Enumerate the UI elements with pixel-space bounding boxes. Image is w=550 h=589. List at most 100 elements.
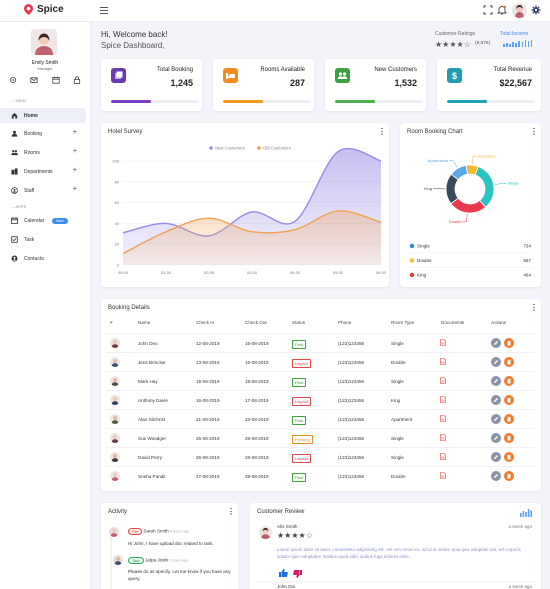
edit-button[interactable] [491,357,501,367]
edit-button[interactable] [491,414,501,424]
fullscreen-icon[interactable] [483,5,493,15]
phone-number: (123)123456 [338,436,365,441]
activity-author[interactable]: Jalpa Joshi [145,557,169,563]
profile-photo [31,29,57,55]
trash-icon [507,416,511,422]
delete-button[interactable] [504,395,514,405]
trash-icon [507,454,511,460]
thumbs-up-icon[interactable] [279,569,288,577]
lock-icon[interactable] [73,76,81,84]
rooms-icon [11,150,18,156]
sidebar-item-home[interactable]: Home [0,108,86,123]
income-sparkline [503,40,533,47]
expand-plus-icon[interactable]: + [72,186,77,193]
delete-button[interactable] [504,414,514,424]
home-icon [11,112,18,119]
sidebar-item-label: Departments [24,168,53,175]
settings-gear-icon[interactable] [531,5,541,15]
expand-plus-icon[interactable]: + [72,167,77,174]
pdf-document-icon[interactable] [440,358,446,365]
guest-name: Anthony Davie [138,398,168,403]
guest-avatar [110,338,120,348]
delete-button[interactable] [504,452,514,462]
more-options-icon[interactable] [227,507,235,517]
room-type: Single [391,379,404,384]
guest-avatar [110,471,120,481]
sidebar-item-contacts[interactable]: Contacts [0,251,86,266]
edit-button[interactable] [491,433,501,443]
pdf-document-icon[interactable] [440,415,446,422]
settings-icon[interactable] [9,76,17,84]
table-row: David Perry 26-08-2019 28-08-2019 Unpaid… [106,447,534,466]
column-header: Room Type [391,320,415,325]
pdf-document-icon[interactable] [440,377,446,384]
sidebar-item-booking[interactable]: Booking + [0,126,86,141]
stat-value: 287 [289,78,305,88]
stat-label: Total Booking [156,67,193,73]
pdf-document-icon[interactable] [440,453,446,460]
ratings-count: (9,876) [475,41,491,46]
section-label-apps: -- APPS [11,205,27,209]
sidebar: Emily Smith Manager -- MAIN Home Booking… [0,22,90,589]
x-tick-label: 06:30 [376,270,387,275]
more-options-icon[interactable] [530,127,538,137]
status-badge: Unpaid [292,359,311,368]
slice-leader-line [449,160,458,168]
delete-button[interactable] [504,471,514,481]
edit-button[interactable] [491,376,501,386]
review-stars: ★★★★☆ [277,531,313,540]
status-badge: Paid [292,416,307,425]
trash-icon [507,435,511,441]
x-tick-label: 01:30 [161,270,172,275]
expand-plus-icon[interactable]: + [72,129,77,136]
sidebar-item-calendar[interactable]: Calendar New [0,213,86,228]
app-logo[interactable]: Spice [24,4,64,15]
legend-marker [409,258,415,263]
more-options-icon[interactable] [530,303,538,313]
phone-number: (123)123456 [338,341,365,346]
more-options-icon[interactable] [378,127,386,137]
activity-time: 5 hours ago [169,558,189,563]
delete-button[interactable] [504,376,514,386]
pdf-document-icon[interactable] [440,396,446,403]
edit-button[interactable] [491,452,501,462]
rating-stars: ★★★★☆ [435,40,471,49]
thumbs-down-icon[interactable] [293,570,302,578]
hotel-survey-chart: 0 20 40 60 80 100 00:00 01:30 02:30 03:30 04:30 05:… [112,146,387,276]
calendar-small-icon[interactable] [52,76,60,84]
pdf-document-icon[interactable] [440,434,446,441]
delete-button[interactable] [504,433,514,443]
user-avatar[interactable] [512,3,527,18]
file-tag: File [128,528,143,535]
sidebar-item-staff[interactable]: Staff + [0,183,86,198]
reviewer-name: Alis Smith [277,524,298,529]
hamburger-menu-icon[interactable] [100,7,108,14]
sidebar-item-rooms[interactable]: Rooms + [0,145,86,160]
room-type: Double [391,474,406,479]
sidebar-item-departments[interactable]: Departments + [0,164,86,179]
delete-button[interactable] [504,357,514,367]
activity-message: Hi John, I have upload doc related to ta… [128,541,214,546]
pdf-document-icon[interactable] [440,339,446,346]
legend-label: King [417,273,427,278]
sidebar-item-task[interactable]: Task [0,232,86,247]
guest-avatar [110,395,120,405]
sidebar-item-label: Staff [24,187,35,194]
notification-bell-icon[interactable] [497,5,507,15]
mail-icon[interactable] [30,76,38,84]
phone-number: (123)123456 [338,474,365,479]
stat-label: Total Revenue [493,67,532,73]
activity-author[interactable]: Sarah Smith [143,528,169,534]
pdf-document-icon[interactable] [440,472,446,479]
sidebar-item-label: Calendar [24,217,45,224]
expand-plus-icon[interactable]: + [72,148,77,155]
delete-button[interactable] [504,338,514,348]
column-header: # [110,320,113,325]
edit-button[interactable] [491,395,501,405]
app-name: Spice [37,4,64,15]
edit-button[interactable] [491,471,501,481]
review-text: Lorem ipsum dolor sit amet, consectetur … [277,547,521,559]
stat-progress-bar [447,100,535,103]
customer-review-card: Customer Review Alis Smith a week ago ★★… [250,503,541,589]
edit-button[interactable] [491,338,501,348]
